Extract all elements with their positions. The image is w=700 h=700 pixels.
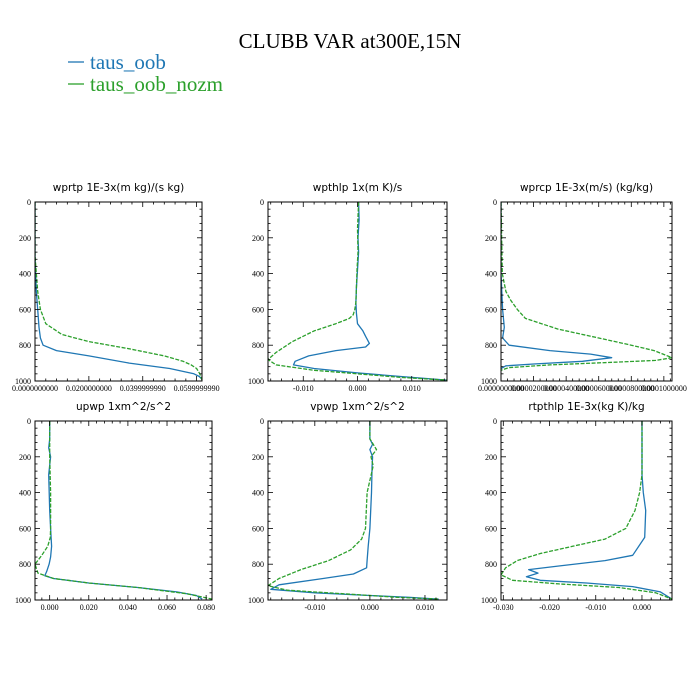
x-tick-label: 0.000 [41,603,59,612]
x-tick-label: 0.0200000000 [66,384,112,393]
y-tick-label: 800 [485,560,497,569]
x-tick-label: 0.0000200000 [511,384,557,393]
x-tick-label: -0.030 [493,603,514,612]
series-line-taus_oob [270,421,439,600]
panel-6: rtpthlp 1E-3x(kg K)/kg02004006008001000-… [481,401,673,612]
series-line-taus_oob [501,202,613,370]
series-line-taus_oob_nozm [501,202,672,371]
y-tick-label: 200 [252,234,264,243]
y-tick-label: 0 [493,198,497,207]
x-tick-label: 0.000 [361,603,379,612]
series-line-taus_oob [525,421,672,600]
y-tick-label: 400 [485,489,497,498]
x-tick-label: 0.040 [119,603,137,612]
y-tick-label: 0 [27,198,31,207]
x-tick-label: 0.080 [197,603,215,612]
panel-1: wprtp 1E-3x(m kg)/(s kg) 0 200 400 600 800 100… [12,182,220,393]
series-line-taus_oob [292,202,447,381]
y-tick-label: 1000 [15,596,31,605]
y-tick-label: 800 [485,341,497,350]
y-tick-label: 0 [493,417,497,426]
panel-3: wprcp 1E-3x(m/s) (kg/kg) 0 200 400 600 800 100… [478,182,687,393]
y-tick-label: 800 [252,341,264,350]
x-tick-label: 0.0000600000 [576,384,622,393]
panel-4: upwp 1xm^2/s^2 0 200 400 600 800 1000 0.000 0.02… [15,401,215,612]
panel-title: vpwp 1xm^2/s^2 [310,401,405,413]
y-tick-label: 200 [485,453,497,462]
series-line-taus_oob_nozm [35,421,212,600]
y-tick-label: 400 [485,270,497,279]
y-tick-label: 600 [252,524,264,533]
x-tick-label: 0.0399999990 [120,384,166,393]
x-tick-label: 0.010 [416,603,434,612]
y-tick-label: 200 [19,234,31,243]
y-tick-label: 200 [19,453,31,462]
y-tick-label: 200 [252,453,264,462]
chart-main-title: CLUBB VAR at300E,15N [239,29,462,53]
x-tick-label: 0.0000800000 [608,384,654,393]
y-tick-label: 600 [19,524,31,533]
x-tick-label: 0.0599999990 [174,384,220,393]
panel-2: wpthlp 1x(m K)/s 0 200 400 600 800 1000 -0.010 0… [248,182,448,393]
x-tick-label: 0.0001000000 [641,384,687,393]
plot-frame [34,420,213,601]
panel-title: wprcp 1E-3x(m/s) (kg/kg) [520,182,653,194]
y-tick-label: 800 [19,560,31,569]
series-line-taus_oob [35,202,202,380]
plot-frame [34,201,203,382]
y-tick-label: 1000 [481,377,497,386]
y-tick-label: 0 [27,417,31,426]
plot-frame [267,201,448,382]
y-tick-label: 600 [485,524,497,533]
panel-title: rtpthlp 1E-3x(kg K)/kg [528,401,644,413]
y-tick-label: 400 [19,270,31,279]
plot-frame [267,420,448,601]
y-tick-label: 400 [252,270,264,279]
x-tick-label: -0.010 [304,603,325,612]
x-tick-label: 0.020 [80,603,98,612]
y-tick-label: 600 [19,305,31,314]
y-tick-label: 600 [485,305,497,314]
x-tick-label: -0.010 [585,603,606,612]
y-tick-label: 200 [485,234,497,243]
legend-label-taus_oob_nozm: taus_oob_nozm [90,72,223,96]
panel-5: vpwp 1xm^2/s^2 0 200 400 600 800 1000 -0.010 0.0… [248,401,448,612]
y-tick-label: 400 [19,489,31,498]
legend: taus_oob taus_oob_nozm [68,50,223,96]
plot-frame [500,201,673,382]
y-tick-label: 0 [260,417,264,426]
series-line-taus_oob_nozm [268,421,439,600]
series-line-taus_oob_nozm [35,202,202,381]
x-tick-label: 0.010 [403,384,421,393]
x-tick-label: 0.0000400000 [543,384,589,393]
series-line-taus_oob_nozm [501,421,672,600]
y-tick-label: 600 [252,305,264,314]
y-tick-label: 1000 [481,596,497,605]
panel-title: wprtp 1E-3x(m kg)/(s kg) [53,182,184,194]
panel-grid: wprtp 1E-3x(m kg)/(s kg) 0 200 400 600 800 100… [12,182,687,612]
y-tick-label: 400 [252,489,264,498]
legend-label-taus_oob: taus_oob [90,50,166,74]
y-tick-label: 1000 [248,596,264,605]
y-tick-label: 800 [19,341,31,350]
panel-title: upwp 1xm^2/s^2 [76,401,171,413]
y-tick-label: 1000 [15,377,31,386]
y-tick-label: 0 [260,198,264,207]
x-tick-label: -0.020 [539,603,560,612]
panel-title: wpthlp 1x(m K)/s [313,182,403,194]
x-tick-label: 0.0000000000 [478,384,524,393]
y-tick-label: 800 [252,560,264,569]
y-tick-label: 1000 [248,377,264,386]
series-line-taus_oob [44,421,203,600]
x-tick-label: -0.010 [293,384,314,393]
x-tick-label: 0.000 [633,603,651,612]
series-line-taus_oob_nozm [268,202,447,381]
x-tick-label: 0.000 [349,384,367,393]
x-tick-label: 0.060 [158,603,176,612]
x-tick-label: 0.0000000000 [12,384,58,393]
